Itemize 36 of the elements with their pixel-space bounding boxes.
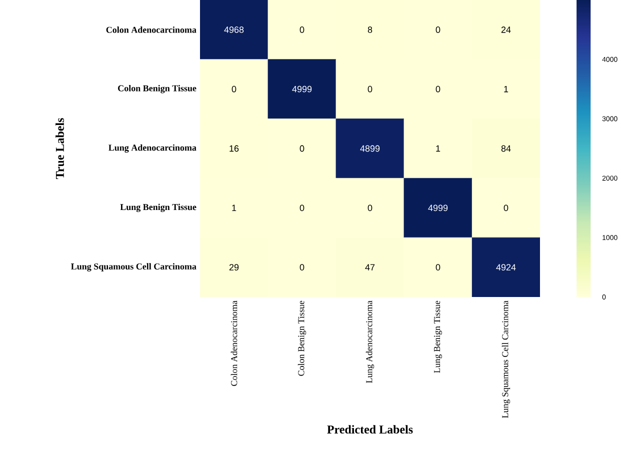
data-label: 4899 (360, 145, 380, 152)
data-label: 0 (300, 145, 304, 152)
data-label: 4968 (224, 26, 244, 33)
data-label: 4924 (496, 264, 516, 270)
y-tick-label: Lung Adenocarcinoma (108, 144, 196, 153)
data-label: 0 (300, 264, 304, 270)
data-label: 47 (365, 264, 375, 270)
data-label: 1 (232, 204, 236, 211)
data-label: 0 (368, 204, 372, 212)
data-label: 1 (504, 86, 508, 92)
data-label: 1 (436, 145, 440, 152)
y-axis-title: True Labels (56, 118, 64, 180)
data-label: 0 (504, 204, 508, 212)
data-label: 29 (229, 264, 239, 270)
data-label: 0 (232, 86, 236, 92)
y-tick-label: Lung Squamous Cell Carcinoma (71, 263, 196, 272)
y-tick-label: Lung Benign Tissue (120, 204, 196, 212)
data-label: 0 (436, 264, 440, 270)
data-label: 24 (501, 26, 511, 33)
data-label: 4999 (428, 204, 448, 212)
data-label: 0 (300, 204, 304, 212)
x-axis-title: Predicted Labels (327, 425, 413, 434)
data-label: 0 (436, 26, 440, 33)
y-tick-label: Colon Adenocarcinoma (106, 26, 196, 33)
x-tick-label: Lung Adenocarcinoma (366, 300, 374, 383)
x-tick-label: Lung Benign Tissue (434, 300, 442, 373)
data-label: 84 (501, 145, 511, 152)
data-label: 0 (436, 86, 440, 92)
data-label: 0 (368, 86, 372, 92)
x-tick-label: Colon Benign Tissue (298, 300, 306, 376)
data-label: 8 (368, 26, 372, 33)
data-label: 0 (300, 26, 304, 33)
data-label: 4999 (292, 86, 312, 92)
data-label: 16 (230, 145, 239, 152)
y-tick-label: Colon Benign Tissue (118, 84, 196, 94)
x-tick-label: Lung Squamous Cell Carcinoma (502, 300, 510, 418)
